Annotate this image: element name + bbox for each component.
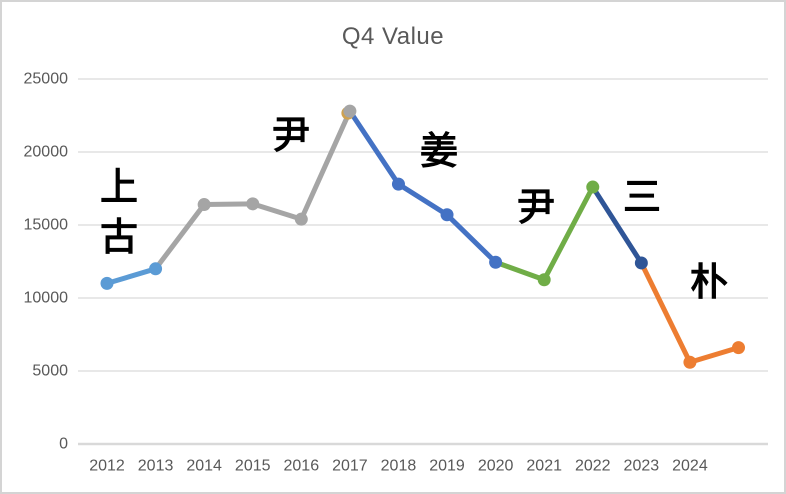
data-point-marker (586, 180, 600, 194)
data-point-marker (489, 255, 503, 269)
data-point-marker (732, 341, 746, 355)
x-tick-label: 2015 (235, 458, 271, 475)
x-tick-label: 2019 (429, 458, 465, 475)
y-tick-label: 25000 (24, 71, 69, 88)
data-point-marker (343, 104, 357, 118)
x-tick-label: 2020 (478, 458, 514, 475)
data-point-marker (149, 262, 163, 276)
series-line-1 (153, 108, 353, 272)
series-label: 朴 (690, 262, 728, 304)
data-point-marker (246, 197, 260, 211)
x-tick-label: 2024 (672, 458, 708, 475)
x-tick-label: 2014 (186, 458, 222, 475)
x-tick-label: 2021 (526, 458, 562, 475)
data-point-marker (391, 177, 405, 191)
y-tick-label: 5000 (32, 363, 68, 380)
x-tick-label: 2018 (381, 458, 417, 475)
chart-title: Q4 Value (341, 23, 445, 50)
series-label: 姜 (420, 131, 458, 173)
y-tick-label: 15000 (24, 217, 69, 234)
data-point-marker (537, 273, 551, 287)
data-point-marker (197, 198, 211, 212)
x-tick-label: 2012 (89, 458, 125, 475)
y-tick-label: 20000 (24, 144, 69, 161)
series-label: 三 (623, 177, 661, 219)
data-point-marker (440, 208, 454, 222)
series-line-2 (347, 108, 499, 265)
series-label: 上古 (100, 167, 138, 259)
series-label: 尹 (272, 115, 310, 157)
data-point-marker (294, 212, 308, 226)
x-tick-label: 2013 (138, 458, 174, 475)
data-point-marker (634, 256, 648, 270)
x-tick-label: 2023 (624, 458, 660, 475)
data-point-marker (683, 355, 697, 369)
series-line-4 (590, 184, 644, 266)
y-tick-label: 10000 (24, 290, 69, 307)
x-tick-label: 2016 (284, 458, 320, 475)
y-tick-label: 0 (59, 436, 68, 453)
x-tick-label: 2022 (575, 458, 611, 475)
series-line-0 (104, 266, 159, 286)
data-point-marker (100, 276, 114, 290)
series-label: 尹 (517, 187, 555, 229)
x-tick-label: 2017 (332, 458, 368, 475)
